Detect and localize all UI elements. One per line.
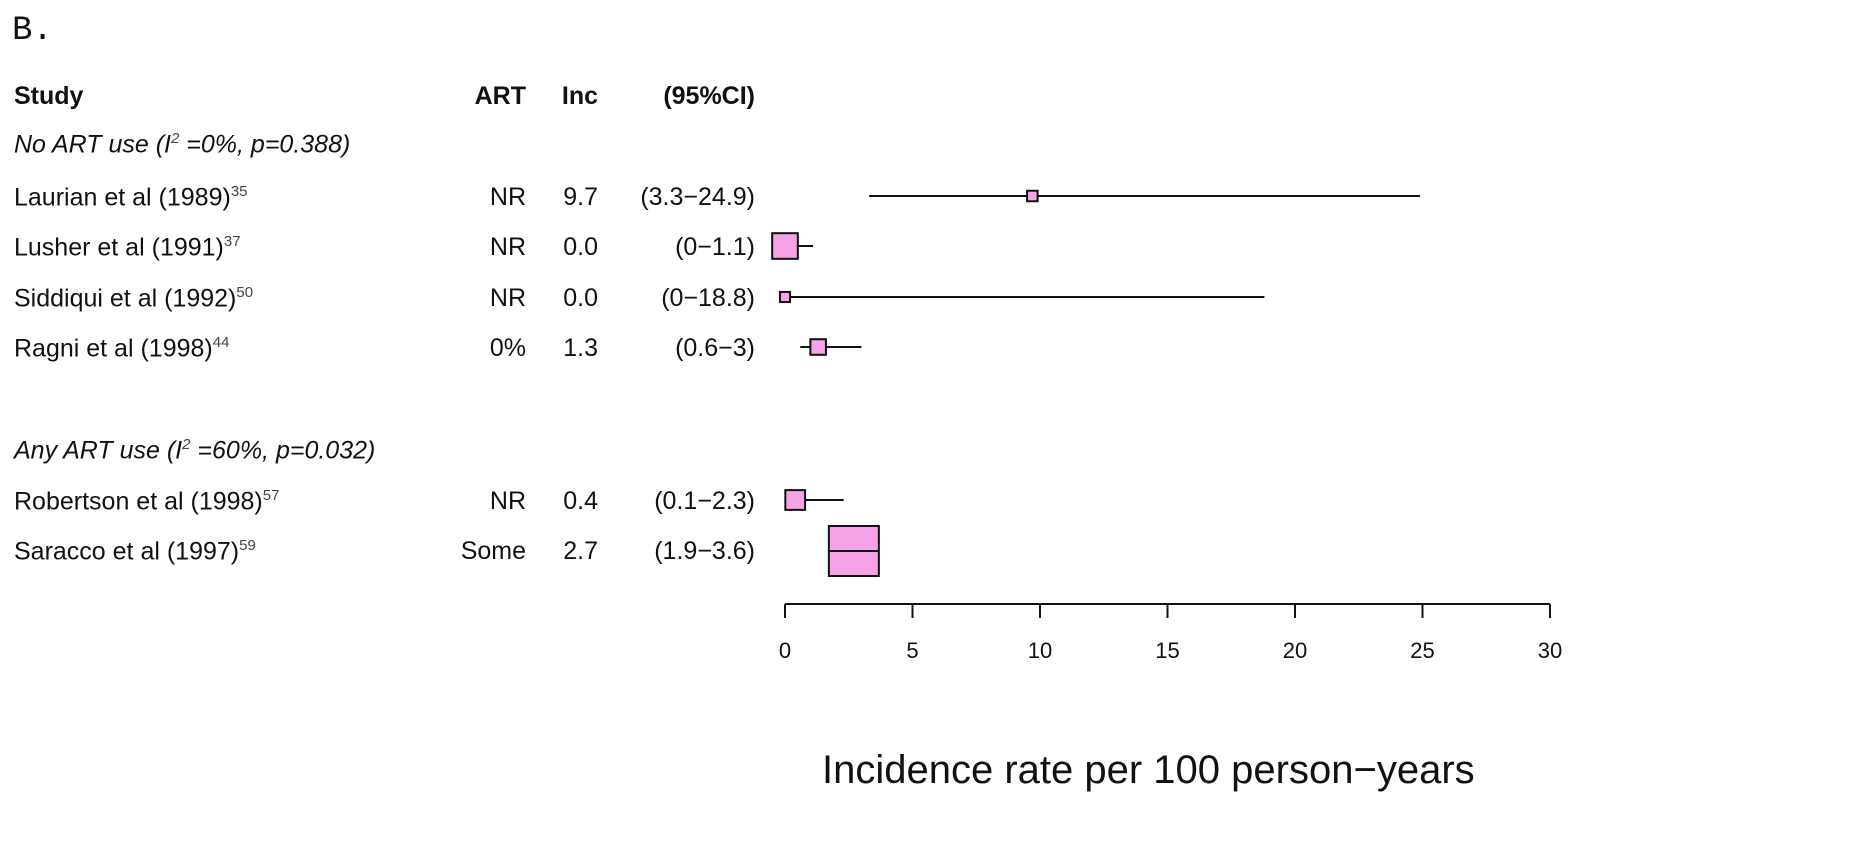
ci-value: (0−1.1) xyxy=(675,233,755,261)
ci-value: (3.3−24.9) xyxy=(640,183,755,211)
point-estimate-box xyxy=(784,489,807,511)
ci-value: (1.9−3.6) xyxy=(654,537,755,565)
point-estimate-box xyxy=(1026,189,1039,203)
panel-label: B. xyxy=(12,12,53,50)
ci-value: (0.6−3) xyxy=(675,334,755,362)
x-tick-label: 15 xyxy=(1155,638,1179,663)
study-name: Robertson et al (1998)57 xyxy=(14,487,280,516)
study-name: Laurian et al (1989)35 xyxy=(14,183,248,212)
inc-value: 1.3 xyxy=(563,334,598,362)
study-name: Saracco et al (1997)59 xyxy=(14,537,256,566)
header-art: ART xyxy=(474,82,526,110)
header-inc: Inc xyxy=(561,82,598,110)
group-label-no-art: No ART use (I2 =0%, p=0.388) xyxy=(14,130,351,159)
x-tick-label: 0 xyxy=(779,638,791,663)
ci-value: (0−18.8) xyxy=(661,284,755,312)
inc-value: 0.0 xyxy=(563,233,598,261)
group-label-any-art: Any ART use (I2 =60%, p=0.032) xyxy=(14,436,376,465)
header-ci: (95%CI) xyxy=(663,82,755,110)
art-value: NR xyxy=(489,487,526,515)
inc-value: 0.0 xyxy=(563,284,598,312)
study-name: Lusher et al (1991)37 xyxy=(14,233,241,262)
art-value: NR xyxy=(489,183,526,211)
art-value: 0% xyxy=(489,334,526,362)
art-value: NR xyxy=(489,284,526,312)
point-estimate-box xyxy=(809,338,827,356)
art-value: Some xyxy=(460,537,526,565)
x-tick-label: 10 xyxy=(1028,638,1052,663)
x-tick-label: 25 xyxy=(1410,638,1434,663)
ci-value: (0.1−2.3) xyxy=(654,487,755,515)
x-tick-label: 20 xyxy=(1283,638,1307,663)
point-estimate-box xyxy=(771,232,799,260)
study-name: Siddiqui et al (1992)50 xyxy=(14,284,254,313)
art-value: NR xyxy=(489,233,526,261)
x-axis-label: Incidence rate per 100 person−years xyxy=(822,748,1475,792)
study-name: Ragni et al (1998)44 xyxy=(14,334,230,363)
point-estimate-box xyxy=(778,290,792,304)
x-tick-label: 5 xyxy=(906,638,918,663)
inc-value: 9.7 xyxy=(563,183,598,211)
inc-value: 0.4 xyxy=(563,487,598,515)
x-tick-label: 30 xyxy=(1538,638,1562,663)
inc-value: 2.7 xyxy=(563,537,598,565)
header-study: Study xyxy=(14,82,84,110)
